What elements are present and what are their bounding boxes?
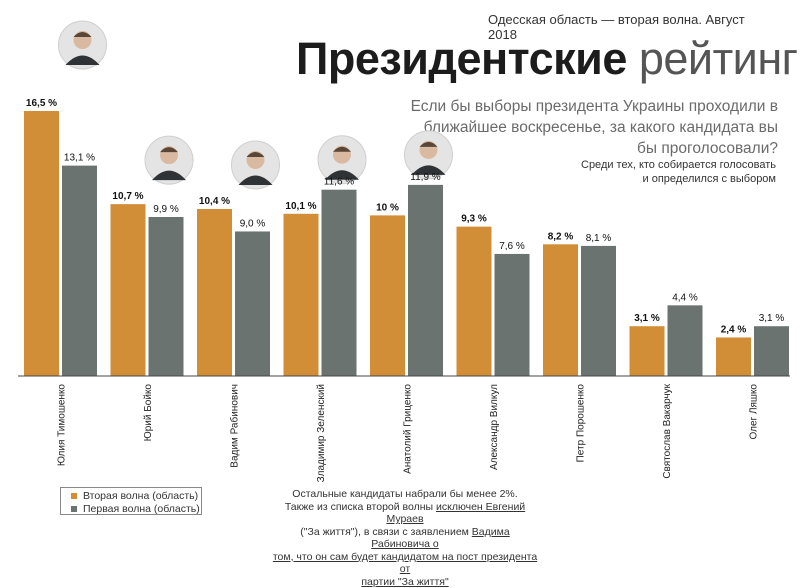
data-label-second-wave: 10,4 %	[199, 196, 230, 207]
footnote-line1: Остальные кандидаты набрали бы менее 2%.	[270, 488, 540, 501]
footnote-line2-text: Также из списка второй волны	[285, 501, 436, 513]
bar-first-wave	[235, 231, 270, 376]
data-label-second-wave: 2,4 %	[721, 324, 747, 335]
footnote-line3-text: ("За життя"), в связи с заявлением	[300, 526, 472, 538]
footnote-line3: ("За життя"), в связи с заявлением Вадим…	[270, 526, 540, 551]
bar-second-wave	[111, 204, 146, 376]
bar-second-wave	[543, 244, 578, 376]
bar-second-wave	[197, 209, 232, 376]
portraits-layer	[59, 21, 453, 189]
bar-first-wave	[408, 185, 443, 376]
data-label-first-wave: 4,4 %	[672, 292, 698, 303]
data-label-second-wave: 16,5 %	[26, 98, 57, 109]
legend-swatch-first-wave	[71, 506, 77, 512]
candidate-portrait	[59, 21, 107, 69]
data-label-first-wave: 11,9 %	[410, 172, 440, 183]
data-label-first-wave: 9,0 %	[240, 218, 266, 229]
data-label-first-wave: 9,9 %	[153, 204, 179, 215]
legend-label-first-wave: Первая волна (область)	[83, 503, 200, 515]
category-label: Анатолий Гриценко	[403, 384, 414, 474]
category-label: Святослав Вакарчук	[662, 383, 673, 478]
data-label-second-wave: 3,1 %	[634, 313, 660, 324]
tick-labels-layer: Юлия Тимошенко Юрий Бойко Вадим Рабинович З…	[57, 383, 760, 482]
category-label: Юрий Бойко	[143, 384, 154, 442]
bar-first-wave	[62, 166, 97, 376]
legend-item-second-wave: Вторая волна (область)	[61, 489, 201, 502]
footnote: Остальные кандидаты набрали бы менее 2%.…	[270, 488, 540, 588]
footnote-line5: партии "За життя"	[270, 576, 540, 588]
data-label-first-wave: 7,6 %	[499, 241, 525, 252]
bar-second-wave	[716, 337, 751, 376]
data-label-first-wave: 8,1 %	[586, 233, 612, 244]
bar-second-wave	[630, 326, 665, 376]
category-label: Александр Вилкул	[489, 384, 500, 470]
category-label: Петр Порошенко	[576, 384, 587, 463]
candidate-portrait	[232, 141, 280, 189]
footnote-line2: Также из списка второй волны исключен Ев…	[270, 501, 540, 526]
footnote-link-candidate: том, что он сам будет кандидатом на пост…	[273, 551, 537, 576]
footnote-line4: том, что он сам будет кандидатом на пост…	[270, 551, 540, 576]
bars-layer: 16,5 % 13,1 % 10,7 % 9,9 % 10,4 % 9,0 % 10,1 %…	[24, 98, 789, 376]
bar-chart: 16,5 % 13,1 % 10,7 % 9,9 % 10,4 % 9,0 % 10,1 %…	[0, 0, 800, 554]
footnote-link-party: партии "За життя"	[361, 576, 448, 588]
data-label-second-wave: 10,7 %	[112, 191, 143, 202]
legend: Вторая волна (область) Первая волна (обл…	[60, 487, 202, 515]
category-label: Зладимир Зеленский	[316, 384, 327, 482]
bar-first-wave	[668, 305, 703, 376]
data-label-second-wave: 10 %	[376, 202, 399, 213]
bar-second-wave	[370, 215, 405, 376]
category-label: Вадим Рабинович	[229, 384, 241, 468]
data-label-first-wave: 11,6 %	[324, 177, 354, 188]
bar-first-wave	[495, 254, 530, 376]
legend-swatch-second-wave	[71, 493, 77, 499]
candidate-portrait	[145, 136, 193, 184]
category-label: Олег Ляшко	[749, 384, 760, 440]
category-label: Юлия Тимошенко	[57, 384, 68, 467]
data-label-first-wave: 3,1 %	[759, 313, 785, 324]
bar-second-wave	[457, 227, 492, 376]
bar-first-wave	[149, 217, 184, 376]
bar-second-wave	[284, 214, 319, 376]
bar-first-wave	[581, 246, 616, 376]
data-label-second-wave: 10,1 %	[285, 201, 316, 212]
bar-first-wave	[322, 190, 357, 376]
legend-item-first-wave: Первая волна (область)	[61, 502, 201, 515]
bar-first-wave	[754, 326, 789, 376]
bar-second-wave	[24, 111, 59, 376]
data-label-second-wave: 8,2 %	[548, 231, 574, 242]
data-label-second-wave: 9,3 %	[461, 214, 487, 225]
legend-label-second-wave: Вторая волна (область)	[83, 490, 198, 502]
data-label-first-wave: 13,1 %	[64, 153, 95, 164]
